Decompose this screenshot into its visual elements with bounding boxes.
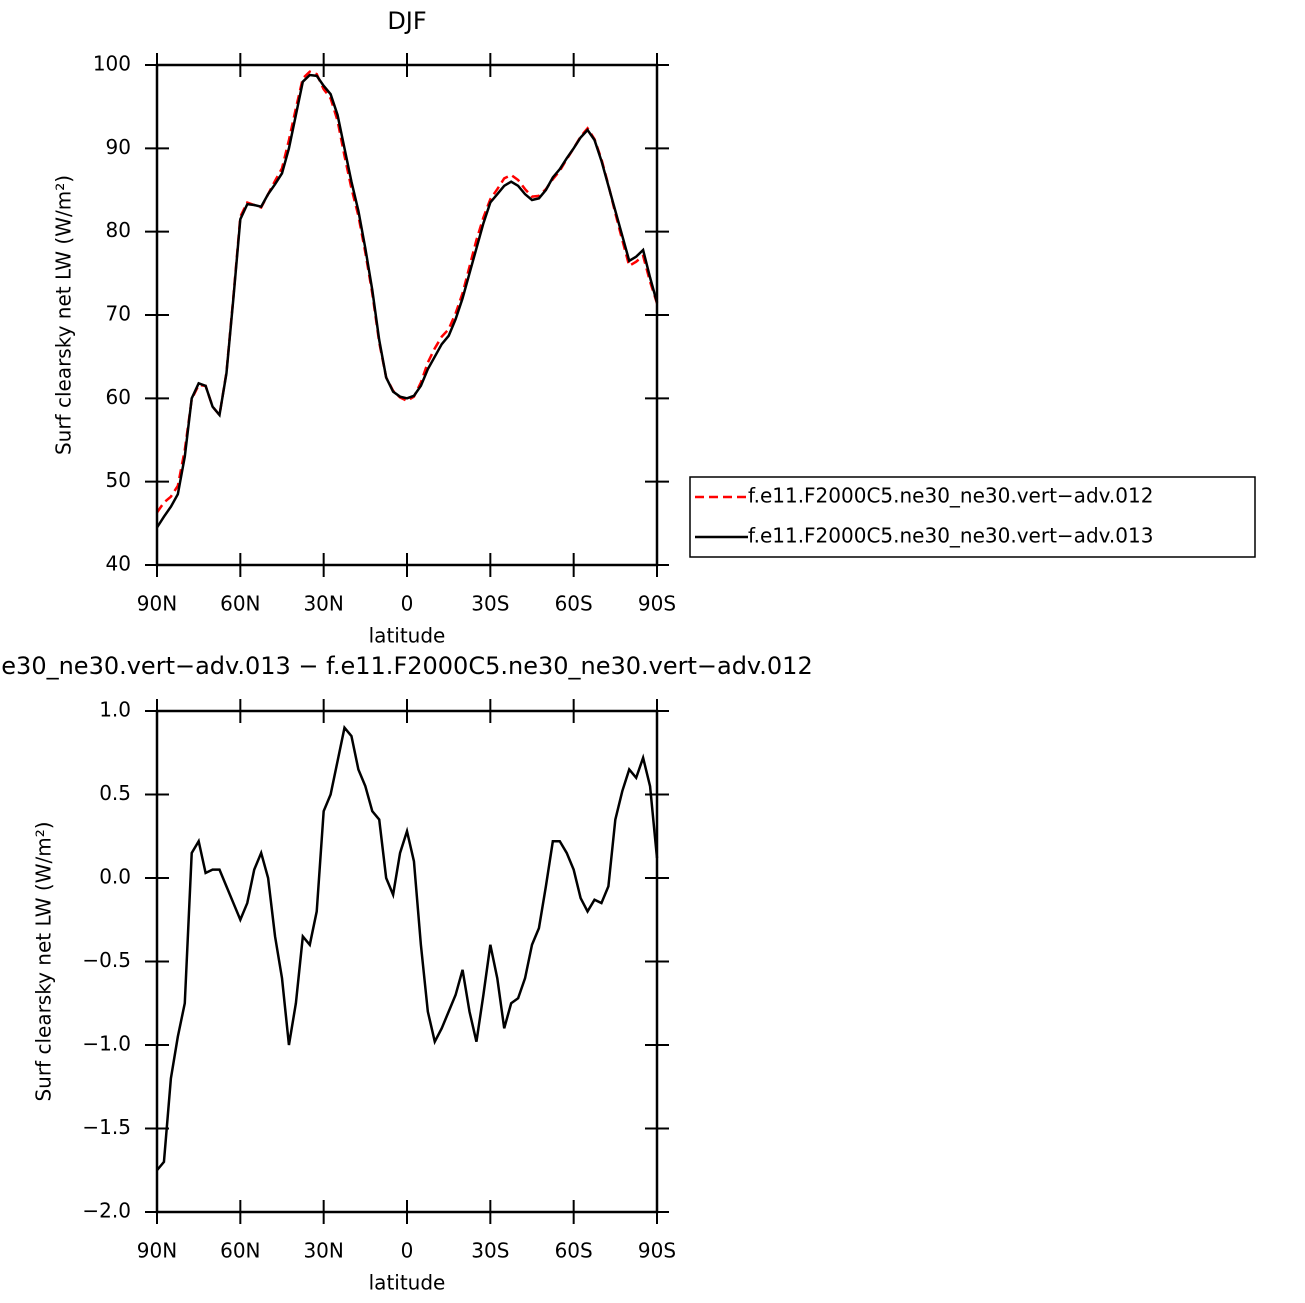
x-tick-label: 60N [220,1239,260,1263]
legend-box [689,476,1256,558]
y-tick-label: −1.5 [82,1115,131,1139]
y-tick-label: −2.0 [82,1199,131,1223]
y-tick-label: 1.0 [99,698,131,722]
y-tick-label: 0.5 [99,781,131,805]
x-tick-label: 90S [638,1239,676,1263]
x-tick-label: 90N [137,1239,177,1263]
plot-frame [155,709,659,1214]
y-tick-label: 0.0 [99,865,131,889]
x-tick-label: 30N [303,592,343,616]
y-tick-label: 50 [106,468,131,492]
y-axis-label: Surf clearsky net LW (W/m²) [32,821,56,1101]
y-tick-label: 100 [93,52,131,76]
data-line [155,73,659,529]
y-tick-label: 80 [106,218,131,242]
y-tick-label: −1.0 [82,1032,131,1056]
y-tick-label: 70 [106,302,131,326]
legend-label: f.e11.F2000C5.ne30_ne30.vert−adv.012 [748,484,1153,508]
x-tick-label: 30S [471,592,509,616]
chart-title: DJF [387,7,426,35]
y-tick-label: 40 [106,552,131,576]
x-tick-label: 0 [401,1239,414,1263]
x-axis-label: latitude [369,1271,446,1295]
chart-title: e30_ne30.vert−adv.013 − f.e11.F2000C5.ne… [1,652,812,680]
x-tick-label: 60S [555,1239,593,1263]
x-tick-label: 30S [471,1239,509,1263]
x-tick-label: 90S [638,592,676,616]
y-axis-label: Surf clearsky net LW (W/m²) [52,175,76,455]
y-tick-label: 90 [106,135,131,159]
x-tick-label: 60N [220,592,260,616]
y-tick-label: −0.5 [82,948,131,972]
x-axis-label: latitude [369,624,446,648]
x-tick-label: 30N [303,1239,343,1263]
data-line [156,724,659,1172]
x-tick-label: 0 [401,592,414,616]
y-tick-label: 60 [106,385,131,409]
legend-label: f.e11.F2000C5.ne30_ne30.vert−adv.013 [748,524,1153,548]
x-tick-label: 90N [137,592,177,616]
x-tick-label: 60S [555,592,593,616]
